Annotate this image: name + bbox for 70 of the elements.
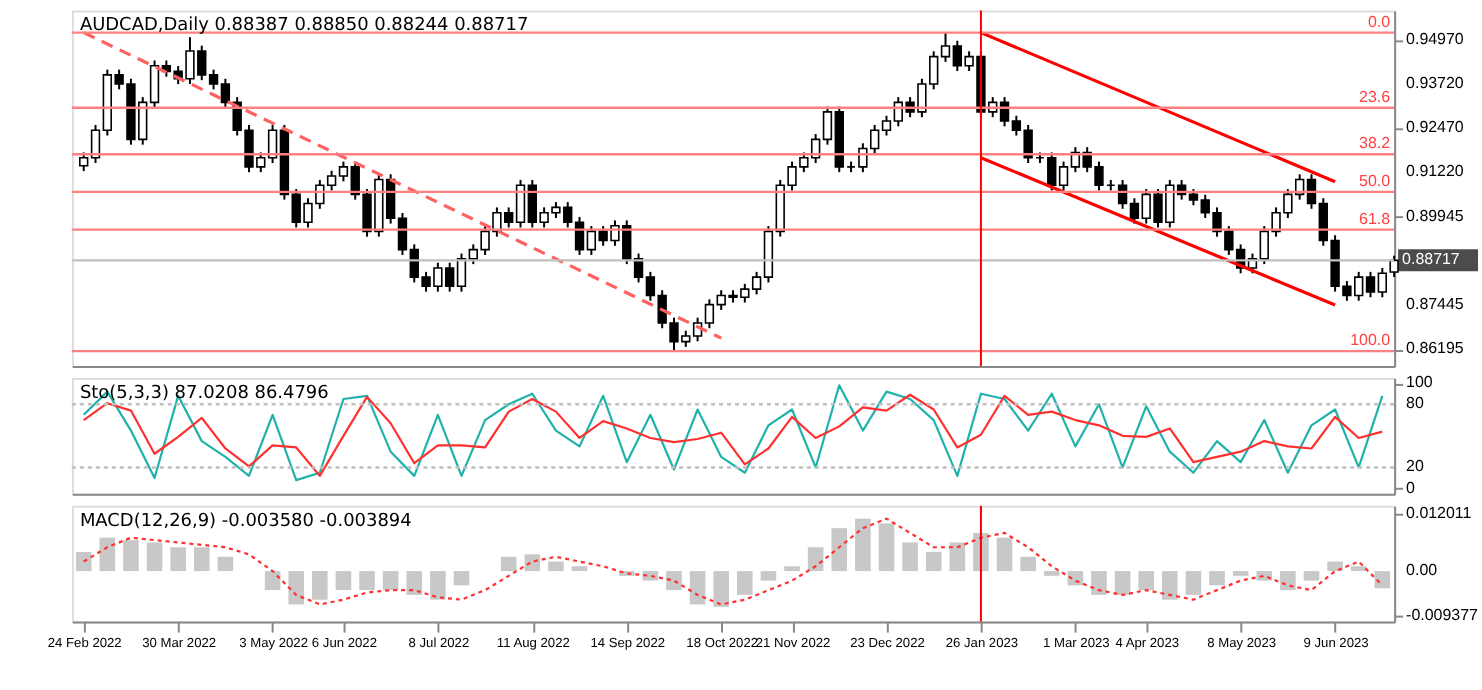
bar <box>1162 571 1178 600</box>
bar <box>925 552 942 572</box>
bar <box>1091 571 1107 595</box>
bar <box>548 561 564 572</box>
bar <box>193 547 210 572</box>
bar <box>170 547 186 572</box>
y-tick-label: 0.92470 <box>1406 118 1465 137</box>
bar <box>264 571 281 591</box>
y-tick-label: 0.86195 <box>1406 339 1465 358</box>
annotation: 61.8 <box>1359 209 1392 228</box>
annotation: 50.0 <box>1359 171 1392 190</box>
annotation: 100.0 <box>1350 331 1392 350</box>
bar <box>335 571 352 591</box>
y-tick-label: 0.94970 <box>1406 30 1465 49</box>
bar <box>453 571 470 586</box>
chart-title: AUDCAD,Daily 0.88387 0.88850 0.88244 0.88717 <box>79 16 529 37</box>
bar <box>1209 571 1225 586</box>
bar <box>123 540 139 572</box>
bar <box>1138 571 1154 591</box>
bar <box>500 556 517 572</box>
bar <box>784 566 800 572</box>
annotation: 38.2 <box>1359 134 1392 153</box>
bar <box>666 571 682 591</box>
ref-line-label: 0.88717 <box>1402 250 1461 269</box>
bar <box>571 566 588 572</box>
bar <box>288 571 304 605</box>
bar <box>807 547 824 572</box>
bar <box>1303 571 1320 581</box>
bar <box>760 571 777 581</box>
bar <box>1280 571 1296 591</box>
y-tick-label: 20 <box>1406 457 1425 476</box>
bar <box>1327 561 1343 572</box>
annotation: 23.6 <box>1359 87 1392 106</box>
bar <box>75 552 92 572</box>
y-tick-label: 80 <box>1406 394 1425 413</box>
y-tick-label: 0.87445 <box>1406 295 1465 314</box>
bar <box>99 537 116 572</box>
bar <box>831 528 848 572</box>
chart-title: Sto(5,3,3) 87.0208 86.4796 <box>79 383 330 404</box>
bar <box>1374 571 1391 589</box>
bar <box>855 518 871 572</box>
chart-title: MACD(12,26,9) -0.003580 -0.003894 <box>79 511 413 532</box>
bar <box>737 571 753 595</box>
bar <box>878 523 895 572</box>
y-tick-label: 0.89945 <box>1406 207 1465 226</box>
y-tick-label: 0 <box>1406 478 1417 497</box>
y-tick-label: 0.00 <box>1406 561 1439 580</box>
bar <box>1114 571 1131 595</box>
y-tick-label: -0.009377 <box>1406 605 1480 624</box>
bar <box>689 571 706 605</box>
bar <box>382 571 399 591</box>
bar <box>902 542 918 572</box>
bar <box>430 571 446 600</box>
bar <box>359 571 375 591</box>
bar <box>312 571 328 600</box>
y-tick-label: 0.93720 <box>1406 74 1465 93</box>
y-tick-label: 0.012011 <box>1406 503 1473 522</box>
bar <box>1185 571 1202 595</box>
annotation: 0.0 <box>1367 12 1392 31</box>
bar <box>406 571 423 595</box>
bar <box>996 537 1013 572</box>
y-tick-label: 0.91220 <box>1406 162 1465 181</box>
bar <box>524 554 541 572</box>
bar <box>146 542 163 572</box>
bar <box>217 556 234 572</box>
bar <box>713 571 729 607</box>
bar <box>1020 556 1036 572</box>
y-tick-label: 100 <box>1406 373 1434 392</box>
bar <box>1350 566 1367 572</box>
bar <box>949 542 966 572</box>
